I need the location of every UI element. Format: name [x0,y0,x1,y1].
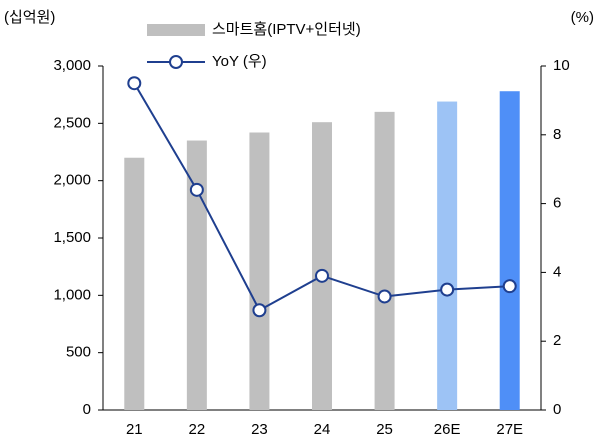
legend-swatch [147,24,205,36]
y2-tick-label: 6 [553,195,561,212]
x-tick-label: 25 [376,421,393,438]
x-tick-label: 24 [314,421,331,438]
y2-axis-label: (%) [571,9,594,26]
legend-label: YoY (우) [212,53,267,70]
x-tick-label: 23 [251,421,268,438]
legend-label: 스마트홈(IPTV+인터넷) [212,20,361,38]
bar [374,111,395,410]
x-tick-label: 21 [126,421,143,438]
y-tick-label: 2,500 [53,114,91,131]
marker [377,289,392,304]
y-tick-label: 0 [83,401,91,418]
marker [252,303,267,318]
bar [249,132,270,411]
y-tick-label: 3,000 [53,57,91,74]
y2-tick-label: 0 [553,401,561,418]
y-tick-label: 1,000 [53,286,91,303]
bar [186,140,207,411]
marker [502,279,517,294]
x-tick-label: 26E [434,421,461,438]
marker [127,76,142,91]
x-tick-label: 22 [189,421,206,438]
y2-tick-label: 4 [553,263,561,280]
y-tick-label: 1,500 [53,229,91,246]
y-tick-label: 2,000 [53,172,91,189]
bar [312,122,332,410]
y2-tick-label: 10 [553,57,570,74]
bar [124,157,145,410]
marker [189,182,204,197]
y2-tick-label: 8 [553,126,561,143]
y-tick-label: 500 [66,344,91,361]
marker [440,282,455,297]
x-tick-label: 27E [496,421,523,438]
bar [437,101,458,411]
legend-marker [169,55,183,69]
y2-tick-label: 2 [553,332,561,349]
marker [315,268,329,283]
y-axis-label: (십억원) [4,9,55,26]
bar [499,91,520,410]
